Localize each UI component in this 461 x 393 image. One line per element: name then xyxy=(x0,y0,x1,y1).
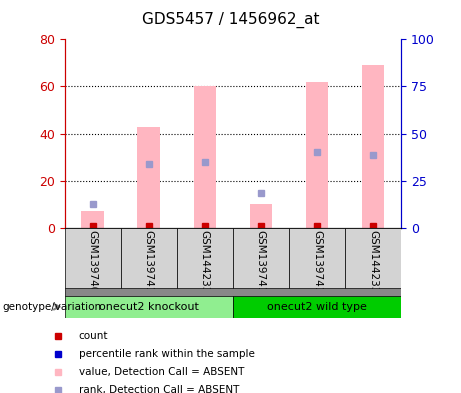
Text: percentile rank within the sample: percentile rank within the sample xyxy=(78,349,254,359)
FancyBboxPatch shape xyxy=(233,228,289,289)
FancyBboxPatch shape xyxy=(65,288,401,297)
Text: genotype/variation: genotype/variation xyxy=(2,302,101,312)
FancyBboxPatch shape xyxy=(177,228,233,289)
Text: GSM1397412: GSM1397412 xyxy=(312,230,322,300)
FancyBboxPatch shape xyxy=(121,228,177,289)
Text: GSM1442336: GSM1442336 xyxy=(368,230,378,300)
Text: rank, Detection Call = ABSENT: rank, Detection Call = ABSENT xyxy=(78,385,239,393)
FancyBboxPatch shape xyxy=(233,296,401,318)
Bar xyxy=(137,127,160,228)
Text: GDS5457 / 1456962_at: GDS5457 / 1456962_at xyxy=(142,12,319,28)
Text: GSM1397411: GSM1397411 xyxy=(256,230,266,300)
Text: GSM1442337: GSM1442337 xyxy=(200,230,210,300)
Text: onecut2 knockout: onecut2 knockout xyxy=(99,302,199,312)
FancyBboxPatch shape xyxy=(65,228,121,289)
Bar xyxy=(82,211,104,228)
Text: value, Detection Call = ABSENT: value, Detection Call = ABSENT xyxy=(78,367,244,377)
FancyBboxPatch shape xyxy=(65,296,233,318)
Text: onecut2 wild type: onecut2 wild type xyxy=(267,302,367,312)
Text: GSM1397409: GSM1397409 xyxy=(88,230,98,299)
FancyBboxPatch shape xyxy=(345,228,401,289)
Bar xyxy=(362,65,384,228)
Bar xyxy=(306,82,328,228)
Bar xyxy=(194,86,216,228)
Text: count: count xyxy=(78,331,108,341)
Text: GSM1397410: GSM1397410 xyxy=(144,230,154,299)
FancyBboxPatch shape xyxy=(289,228,345,289)
Bar xyxy=(250,204,272,228)
